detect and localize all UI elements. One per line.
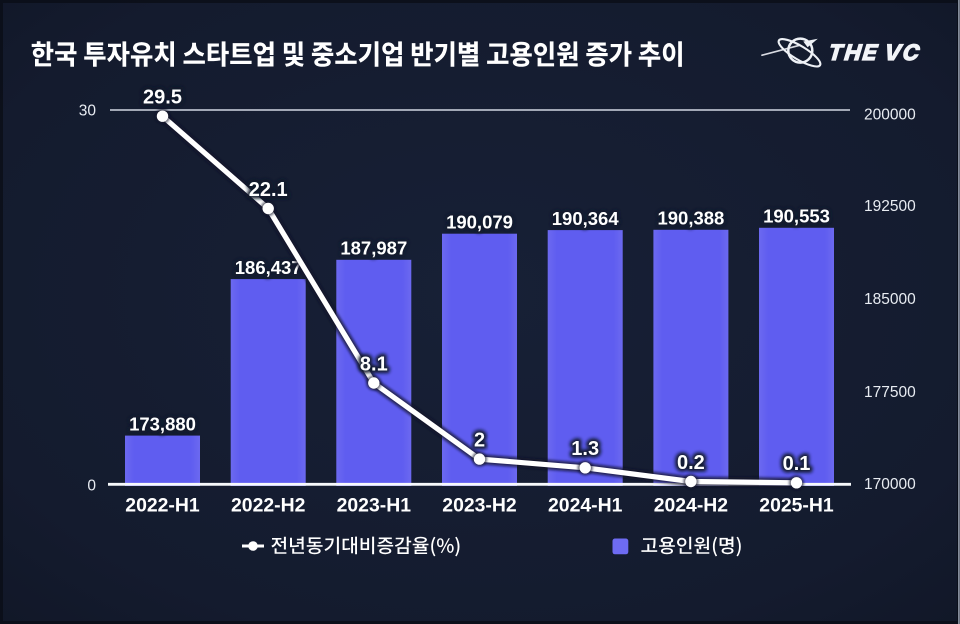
svg-text:190,553: 190,553 [763, 206, 830, 227]
svg-text:190,079: 190,079 [446, 212, 513, 233]
svg-text:190,079: 190,079 [446, 212, 513, 233]
svg-text:186,437: 186,437 [235, 257, 302, 278]
svg-text:185000: 185000 [864, 291, 916, 308]
svg-text:29.5: 29.5 [143, 87, 182, 109]
svg-text:170000: 170000 [864, 476, 916, 493]
svg-text:0: 0 [87, 477, 96, 494]
svg-text:22.1: 22.1 [249, 179, 288, 201]
svg-text:173,880: 173,880 [129, 413, 196, 434]
svg-text:177500: 177500 [864, 384, 916, 401]
svg-text:2022-H2: 2022-H2 [231, 494, 305, 516]
svg-text:30: 30 [79, 102, 97, 119]
svg-text:0.1: 0.1 [783, 453, 811, 475]
svg-text:2024-H1: 2024-H1 [548, 494, 623, 516]
svg-text:190,553: 190,553 [763, 206, 830, 227]
svg-text:1.3: 1.3 [571, 438, 599, 460]
svg-text:0.1: 0.1 [783, 453, 811, 475]
svg-text:187,987: 187,987 [340, 238, 407, 259]
svg-text:2: 2 [474, 430, 485, 452]
svg-text:186,437: 186,437 [235, 257, 302, 278]
svg-text:190,364: 190,364 [552, 208, 620, 229]
svg-text:8.1: 8.1 [360, 353, 388, 375]
svg-text:187,987: 187,987 [340, 238, 407, 259]
svg-text:192500: 192500 [864, 198, 916, 215]
svg-text:1.3: 1.3 [571, 438, 599, 460]
svg-text:0.2: 0.2 [677, 452, 705, 474]
svg-text:0.2: 0.2 [677, 452, 705, 474]
svg-text:200000: 200000 [864, 107, 916, 124]
svg-text:22.1: 22.1 [249, 179, 288, 201]
svg-text:2025-H1: 2025-H1 [759, 494, 834, 516]
svg-text:190,388: 190,388 [657, 208, 724, 229]
svg-text:2024-H2: 2024-H2 [654, 494, 728, 516]
svg-text:29.5: 29.5 [143, 87, 182, 109]
svg-text:2023-H2: 2023-H2 [442, 494, 516, 516]
svg-text:2022-H1: 2022-H1 [125, 494, 200, 516]
svg-text:190,364: 190,364 [552, 208, 620, 229]
svg-text:190,388: 190,388 [657, 208, 724, 229]
svg-text:8.1: 8.1 [360, 353, 388, 375]
svg-text:173,880: 173,880 [129, 413, 196, 434]
svg-text:2: 2 [474, 430, 485, 452]
svg-text:2023-H1: 2023-H1 [337, 494, 412, 516]
